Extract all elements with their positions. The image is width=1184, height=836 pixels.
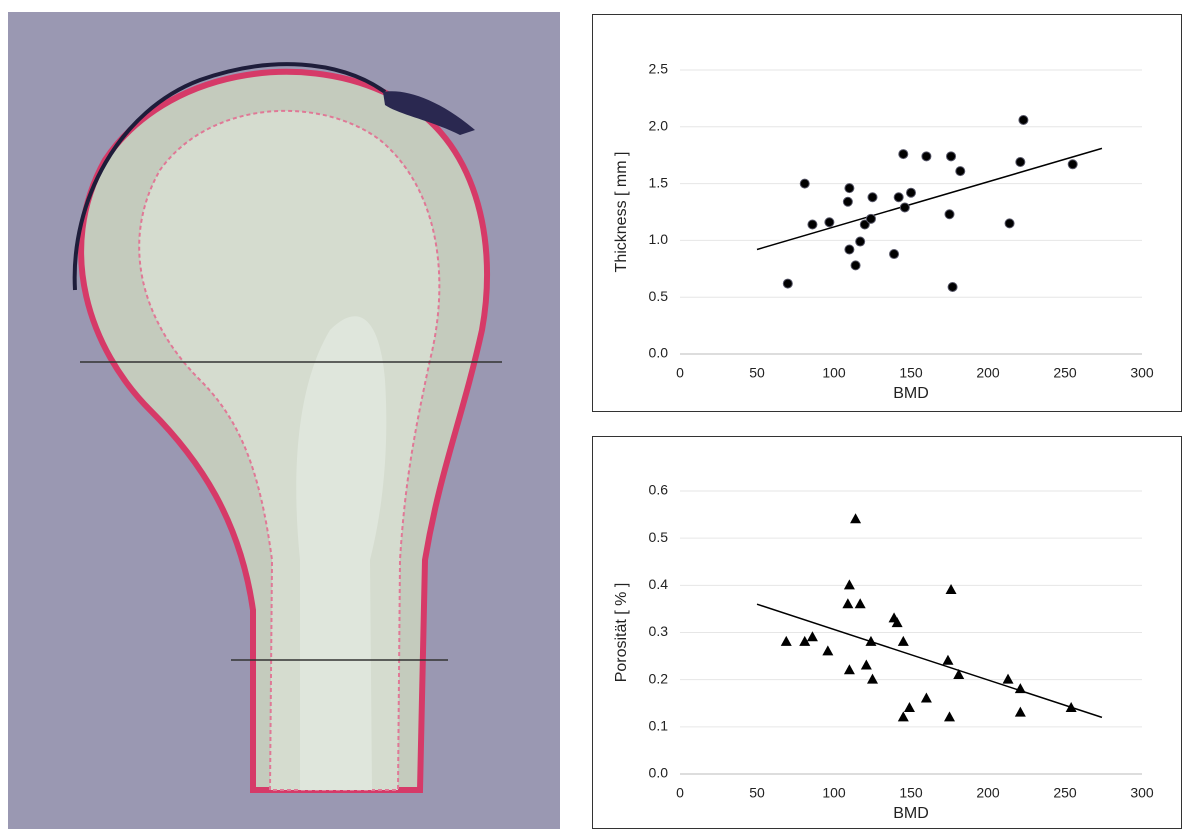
x-tick-label: 100 — [822, 785, 846, 801]
point — [897, 635, 909, 646]
point — [865, 213, 876, 224]
trendline — [756, 147, 1103, 251]
x-tick-label: 100 — [822, 365, 846, 381]
point — [1002, 673, 1014, 684]
y-tick-label: 0.1 — [649, 718, 669, 734]
point — [844, 244, 855, 255]
y-axis-title: Porosität [ % ] — [613, 583, 630, 683]
point — [944, 209, 955, 220]
point — [889, 249, 900, 260]
point — [942, 654, 954, 665]
point — [1067, 159, 1078, 170]
point — [806, 631, 818, 642]
point — [947, 281, 958, 292]
point — [946, 151, 957, 162]
point — [1014, 706, 1026, 717]
point — [850, 260, 861, 271]
point — [1004, 218, 1015, 229]
point — [799, 635, 811, 646]
point — [897, 711, 909, 722]
y-tick-label: 0.3 — [649, 623, 669, 639]
point — [850, 513, 862, 524]
point — [843, 579, 855, 590]
y-tick-label: 0.0 — [649, 765, 669, 781]
point — [1065, 701, 1077, 712]
point — [867, 673, 878, 684]
point — [1015, 157, 1026, 168]
point — [955, 166, 966, 177]
point — [842, 598, 854, 609]
x-tick-label: 250 — [1053, 785, 1077, 801]
x-axis-title: BMD — [893, 385, 929, 402]
point — [944, 711, 955, 722]
y-tick-label: 0.5 — [649, 529, 669, 545]
x-tick-label: 250 — [1053, 365, 1077, 381]
point — [860, 659, 872, 670]
y-tick-label: 0.6 — [649, 482, 669, 498]
y-tick-label: 2.0 — [649, 118, 669, 134]
x-tick-label: 0 — [676, 365, 684, 381]
marrow-region — [296, 316, 387, 790]
y-tick-label: 1.5 — [649, 174, 669, 190]
point — [906, 187, 916, 198]
x-tick-label: 150 — [899, 365, 923, 381]
point — [1018, 114, 1029, 125]
point — [867, 192, 878, 203]
x-tick-label: 0 — [676, 785, 684, 801]
y-tick-label: 0.4 — [649, 576, 669, 592]
y-tick-label: 0.5 — [649, 288, 669, 304]
point — [891, 617, 903, 628]
point — [953, 668, 965, 679]
x-tick-label: 50 — [749, 365, 765, 381]
x-tick-label: 300 — [1130, 785, 1154, 801]
point — [855, 236, 866, 247]
point — [807, 219, 818, 230]
point — [899, 202, 910, 213]
point — [903, 701, 915, 712]
point — [859, 219, 870, 230]
point — [780, 635, 792, 646]
point — [799, 178, 810, 189]
point — [844, 183, 855, 194]
x-tick-label: 50 — [749, 785, 765, 801]
trendline — [756, 603, 1103, 719]
point — [1014, 683, 1026, 694]
cartilage-edge — [72, 62, 387, 291]
x-axis-title: BMD — [893, 805, 929, 822]
y-tick-label: 0.0 — [649, 345, 669, 361]
y-tick-label: 2.5 — [649, 61, 669, 77]
x-tick-label: 200 — [976, 365, 1000, 381]
point — [822, 645, 834, 656]
bone-section-image — [8, 12, 560, 829]
point — [893, 192, 904, 203]
point — [920, 692, 932, 703]
x-tick-label: 150 — [899, 785, 923, 801]
y-tick-label: 0.2 — [649, 670, 669, 686]
point — [854, 598, 866, 609]
point — [824, 217, 835, 228]
y-tick-label: 1.0 — [649, 231, 669, 247]
point — [843, 664, 855, 675]
x-tick-label: 300 — [1130, 365, 1154, 381]
point — [782, 278, 793, 289]
tissue-fragment — [383, 91, 475, 135]
x-tick-label: 200 — [976, 785, 1000, 801]
point — [945, 584, 957, 595]
point — [842, 196, 853, 207]
point — [898, 149, 909, 160]
point — [865, 635, 877, 646]
chart-frame — [592, 14, 1182, 412]
y-axis-title: Thickness [ mm ] — [613, 152, 630, 273]
point — [921, 151, 932, 162]
